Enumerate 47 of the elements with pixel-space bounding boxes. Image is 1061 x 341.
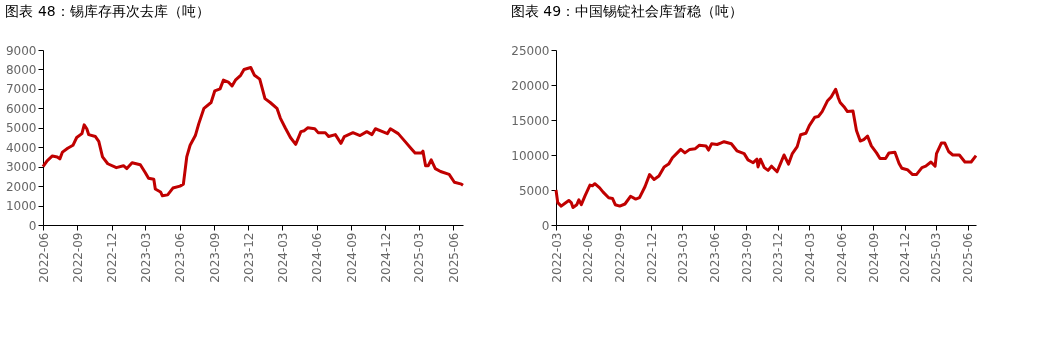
x-tick-label: 2023-06 [173, 232, 188, 283]
x-tick-label: 2022-12 [644, 232, 659, 283]
y-tick-label: 8000 [5, 62, 37, 77]
x-tick-label: 2023-12 [771, 232, 786, 283]
y-tick-label: 7000 [5, 82, 37, 97]
y-tick-label: 5000 [5, 121, 37, 136]
x-tick-label: 2022-12 [105, 232, 119, 283]
y-tick-label: 15000 [511, 113, 550, 128]
x-tick-label: 2023-09 [739, 232, 754, 283]
chart-title: 图表 48：锡库存再次去库（吨） [5, 3, 210, 19]
y-tick-label: 3000 [5, 160, 37, 175]
y-tick-label: 4000 [5, 140, 37, 155]
y-tick-label: 20000 [511, 78, 550, 93]
y-tick-label: 0 [541, 218, 550, 233]
x-tick-label: 2022-09 [70, 232, 85, 283]
x-tick-label: 2023-03 [675, 232, 690, 283]
y-tick-label: 9000 [5, 43, 37, 58]
x-tick-label: 2024-06 [834, 232, 849, 283]
x-tick-label: 2024-09 [866, 232, 881, 283]
x-tick-label: 2025-06 [446, 232, 461, 283]
x-tick-label: 2023-09 [207, 232, 222, 283]
y-tick-label: 2000 [5, 179, 37, 194]
x-tick-label: 2024-03 [275, 232, 290, 283]
x-tick-label: 2024-06 [310, 232, 325, 283]
x-tick-label: 2025-03 [929, 232, 944, 283]
y-tick-label: 0 [28, 218, 37, 233]
line-series [554, 87, 978, 209]
x-tick-label: 2025-03 [412, 232, 427, 283]
x-tick-label: 2022-03 [549, 232, 564, 283]
x-tick-label: 2024-03 [802, 232, 817, 283]
y-tick-label: 25000 [511, 43, 550, 58]
x-tick-label: 2025-06 [961, 232, 976, 283]
x-tick-label: 2022-06 [581, 232, 596, 283]
x-tick-label: 2023-06 [707, 232, 722, 283]
x-tick-label: 2023-12 [241, 232, 256, 283]
y-tick-label: 6000 [5, 101, 37, 116]
y-tick-label: 5000 [518, 183, 550, 198]
x-tick-label: 2024-12 [898, 232, 913, 283]
x-tick-label: 2024-09 [344, 232, 359, 283]
x-tick-label: 2022-09 [613, 232, 628, 283]
y-tick-label: 1000 [5, 199, 37, 214]
x-tick-label: 2024-12 [378, 232, 393, 283]
x-tick-label: 2022-06 [36, 232, 51, 283]
y-tick-label: 10000 [511, 148, 550, 163]
line-series [41, 66, 465, 198]
x-tick-label: 2023-03 [138, 232, 153, 283]
chart-title: 图表 49：中国锡锭社会库暂稳（吨） [510, 3, 744, 19]
